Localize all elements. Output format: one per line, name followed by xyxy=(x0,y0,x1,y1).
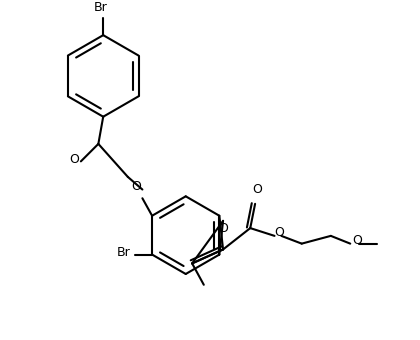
Text: O: O xyxy=(275,226,284,239)
Text: O: O xyxy=(131,181,142,193)
Text: O: O xyxy=(352,234,362,247)
Text: Br: Br xyxy=(117,246,131,259)
Text: Br: Br xyxy=(93,1,107,14)
Text: O: O xyxy=(252,183,262,196)
Text: O: O xyxy=(218,222,228,235)
Text: O: O xyxy=(69,153,79,166)
